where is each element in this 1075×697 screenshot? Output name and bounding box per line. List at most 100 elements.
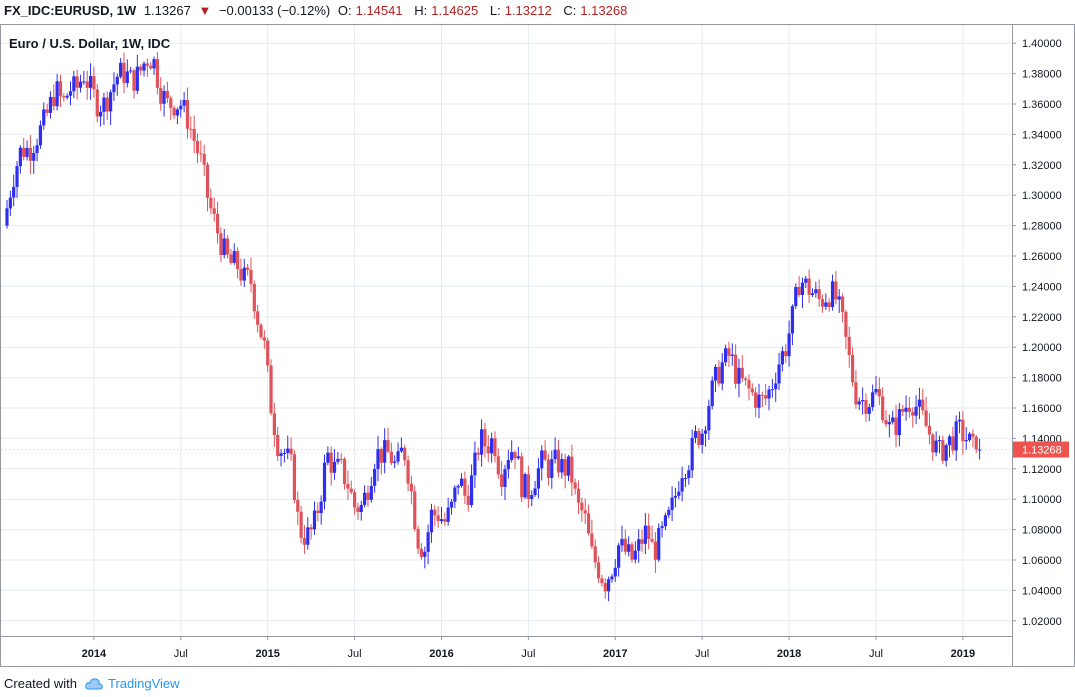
candle-body <box>510 452 514 460</box>
candle-body <box>262 337 266 341</box>
candle-body <box>172 107 176 116</box>
candle-body <box>580 502 584 511</box>
y-tick-label: 1.20000 <box>1022 342 1062 354</box>
x-tick-label: 2017 <box>603 648 627 660</box>
candle-body <box>700 433 704 445</box>
candle-body <box>282 452 287 454</box>
candle-body <box>479 429 484 455</box>
candle-body <box>954 421 958 451</box>
candle-body <box>830 281 835 307</box>
time-axis-border <box>0 636 1013 667</box>
candle-body <box>807 278 811 295</box>
candle-body <box>92 76 96 90</box>
candle-body <box>690 437 694 471</box>
candle-body <box>456 485 460 488</box>
candle-body <box>383 440 387 463</box>
x-tick-label: Jul <box>174 648 188 660</box>
candle-body <box>850 355 855 383</box>
candle-body <box>747 380 751 389</box>
candle-body <box>707 406 711 431</box>
candle-body <box>159 87 163 104</box>
y-tick-label: 1.10000 <box>1022 494 1062 506</box>
candle-body <box>112 84 116 93</box>
candle-body <box>927 425 932 435</box>
candle-body <box>423 551 427 557</box>
time-axis[interactable]: 2014 Jul 2015 Jul 2016 Jul 2017 Jul 2018 Jul 2019 <box>82 636 975 660</box>
candle-body <box>887 422 891 425</box>
candle-body <box>215 213 220 234</box>
candle-body <box>740 367 744 379</box>
candle-body <box>667 509 671 516</box>
candle-body <box>65 95 69 98</box>
candle-body <box>854 382 858 405</box>
candle-body <box>316 510 320 514</box>
candle-body <box>727 348 731 356</box>
candle-body <box>202 153 206 165</box>
y-tick-label: 1.32000 <box>1022 160 1062 172</box>
candle-body <box>633 550 637 560</box>
candle-body <box>332 461 337 473</box>
candle-body <box>252 284 256 312</box>
symbol-name[interactable]: FX_IDC:EURUSD, 1W <box>4 3 137 18</box>
candle-body <box>393 461 397 463</box>
candle-body <box>15 166 19 187</box>
candle-body <box>657 528 661 560</box>
tradingview-brand[interactable]: TradingView <box>108 676 180 691</box>
candle-body <box>349 488 353 493</box>
candle-body <box>620 538 624 546</box>
candle-body <box>530 495 534 499</box>
footer: Created with TradingView <box>4 676 180 694</box>
candle-body <box>486 446 490 454</box>
candle-body <box>513 452 517 459</box>
candle-body <box>787 333 791 357</box>
candle-body <box>22 147 26 157</box>
candle-body <box>229 254 233 263</box>
candle-body <box>590 533 594 547</box>
symbol-header: FX_IDC:EURUSD, 1W 1.13267 ▼ −0.00133 (−0… <box>4 3 635 18</box>
price-axis[interactable]: 1.40000 1.38000 1.36000 1.34000 1.32000 1.300… <box>1012 38 1062 628</box>
candle-body <box>864 400 868 414</box>
chart-title: Euro / U.S. Dollar, 1W, IDC <box>9 36 171 51</box>
candle-body <box>697 431 701 445</box>
candle-body <box>884 420 888 425</box>
candle-body <box>804 278 808 283</box>
candle-body <box>443 519 447 522</box>
candle-body <box>363 492 367 505</box>
y-tick-label: 1.12000 <box>1022 464 1062 476</box>
candle-body <box>359 504 363 513</box>
candle-body <box>142 63 146 71</box>
y-tick-label: 1.28000 <box>1022 221 1062 233</box>
y-tick-label: 1.22000 <box>1022 312 1062 324</box>
candle-body <box>302 537 307 545</box>
candle-body <box>566 456 571 476</box>
candle-body <box>506 459 510 470</box>
candle-body <box>155 59 160 88</box>
candle-body <box>35 145 39 153</box>
candle-body <box>717 366 721 384</box>
candle-body <box>413 491 417 530</box>
candle-body <box>526 474 530 499</box>
candle-body <box>85 81 89 88</box>
candle-body <box>523 474 527 498</box>
x-tick-label: 2015 <box>255 648 279 660</box>
candle-body <box>312 510 317 530</box>
candle-body <box>623 538 627 552</box>
candle-body <box>339 458 343 460</box>
candle-body <box>663 515 668 527</box>
candle-body <box>42 109 46 126</box>
candle-body <box>209 197 213 209</box>
candle-body <box>342 459 347 485</box>
candle-body <box>921 399 925 411</box>
candle-body <box>38 125 43 146</box>
down-arrow-icon: ▼ <box>198 3 212 18</box>
x-tick-label: 2016 <box>429 648 453 660</box>
y-tick-label: 1.30000 <box>1022 190 1062 202</box>
candle-body <box>62 96 66 98</box>
candle-body <box>643 525 647 544</box>
candle-body <box>693 431 698 438</box>
candle-body <box>139 66 143 71</box>
candle-body <box>466 495 470 505</box>
candle-body <box>533 488 537 496</box>
candle-body <box>573 482 577 489</box>
